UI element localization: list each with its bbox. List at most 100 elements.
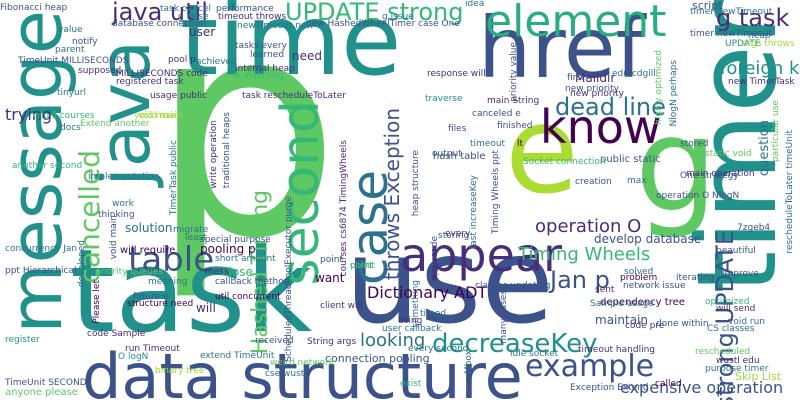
word: extend TimeUnit [200, 352, 274, 361]
word: cse wustl [265, 370, 307, 379]
word: need [292, 50, 322, 62]
word: timer newTimeout [690, 30, 772, 39]
word: Hashed Timing [250, 190, 272, 354]
word: solution [125, 222, 173, 234]
word: achieved [196, 58, 237, 67]
word: every second [408, 345, 468, 354]
word: timeout [470, 140, 505, 149]
word: will require [120, 246, 175, 256]
word: static void [705, 150, 752, 159]
word: least [185, 234, 207, 243]
word: write operation [210, 120, 219, 189]
word: args throws [742, 40, 795, 49]
word: Sample usage [590, 300, 654, 309]
word: element [485, 0, 666, 44]
word: supposed [78, 67, 121, 76]
word: Timing Wheels [518, 246, 650, 264]
word: ppt Hierarchical [5, 267, 76, 276]
word: parent [55, 46, 85, 55]
word: new HashedWheelTimer [306, 20, 415, 29]
word: optimized [705, 298, 750, 307]
word: thinking [98, 211, 135, 220]
word: registered task [116, 78, 184, 87]
word: priority value [510, 42, 519, 102]
word: something [412, 280, 421, 328]
word: timer newTimeout [690, 8, 772, 17]
word: develop database [594, 233, 701, 245]
word: mess [205, 268, 229, 277]
word: void main [134, 112, 178, 121]
word: called [655, 380, 682, 389]
word: weird network [270, 359, 334, 368]
word: learned [250, 51, 284, 60]
word: finished [497, 122, 533, 131]
word: network issue [623, 282, 686, 291]
word: highly optimized [655, 50, 664, 125]
word: another second [12, 162, 82, 171]
word: rescheduleToLater timeUnit [786, 130, 795, 254]
word: sent [595, 286, 614, 295]
word: task rescheduleToLater [242, 92, 346, 101]
word: throws Exception [382, 108, 402, 280]
word: internal heap [235, 65, 295, 74]
word: callback method [215, 278, 289, 287]
word: special purpose [200, 236, 271, 245]
word: Socket connection [523, 158, 606, 167]
word: question [758, 120, 771, 176]
word: traditional heaps [223, 112, 232, 188]
word: idea [465, 0, 484, 9]
word: void main [110, 215, 119, 259]
word: creation [575, 178, 612, 187]
word: edu cdgill [612, 70, 656, 79]
word: register [5, 336, 40, 345]
word: pre code [431, 236, 440, 275]
word: usage public [150, 92, 207, 101]
word: Mbox [465, 350, 474, 374]
word: 7zgeb4 [737, 224, 770, 233]
word: TimerTask public [170, 140, 179, 215]
word: notify [72, 38, 98, 47]
word: docs [60, 124, 81, 133]
word: classes updating [475, 282, 551, 291]
word: Please let [93, 280, 102, 324]
word: tinyurl [57, 89, 86, 98]
word: case One [418, 20, 460, 29]
word: canceled e [472, 110, 521, 119]
word: implementation [88, 173, 159, 182]
word: client will [320, 302, 362, 311]
word: beautiful [716, 247, 756, 256]
word: connection pooling [325, 353, 430, 364]
word: void run [728, 318, 765, 327]
word: NlogN perhaps [670, 60, 679, 126]
word: priority queues [95, 268, 163, 277]
word: util concurrent [215, 293, 281, 302]
word: response will [427, 70, 486, 79]
word: developed [78, 240, 87, 287]
word: work [112, 200, 134, 209]
word: idle socket [510, 350, 558, 359]
word: pool p [168, 56, 196, 65]
word: Fibonacci heap [0, 4, 67, 13]
word: code Sample [87, 330, 145, 339]
word: TimeUnit MILLISECONDS [18, 57, 128, 66]
word: newTimeout new [237, 22, 314, 31]
word: public static [600, 155, 661, 165]
word: max [627, 177, 647, 186]
word: exist [400, 380, 421, 389]
word: will [196, 302, 216, 314]
word: lt [517, 140, 523, 149]
word: TimeUnit SECOND [5, 379, 87, 388]
word: value [58, 26, 83, 35]
word: iterating [676, 274, 714, 283]
word: O logN [118, 353, 148, 362]
word: stored [680, 140, 708, 149]
word: timeout handling [578, 346, 655, 355]
word: files [448, 125, 466, 134]
word: ScheduledThreadPoolExecutor purge [285, 196, 294, 362]
word: courses cs6874 TimingWheels [340, 140, 349, 276]
word: done within [656, 320, 709, 329]
word: g raise [178, 13, 209, 22]
word: purpose timer [705, 365, 768, 374]
word: many cases [500, 290, 509, 344]
